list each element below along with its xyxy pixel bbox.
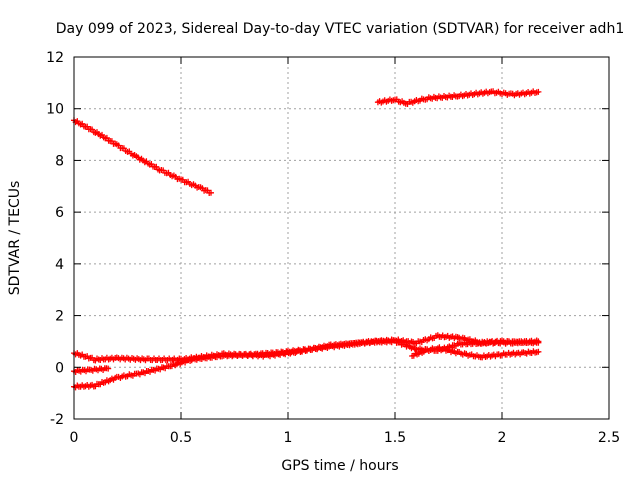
- series-satellite-track-c: [409, 344, 542, 361]
- tick-labels: 0 0.5 1 1.5 2 2.5 -2 0 2 4 6 8 10 12: [46, 50, 620, 446]
- x-tick-label: 1: [284, 430, 293, 446]
- x-tick-label: 0: [70, 430, 79, 446]
- x-tick-label: 0.5: [170, 430, 192, 446]
- y-tick-label: 8: [55, 153, 64, 169]
- series-satellite-track-b: [71, 337, 542, 391]
- y-tick-label: 6: [55, 205, 64, 221]
- plot-border: [73, 56, 610, 420]
- series-satellite-track-high: [374, 88, 542, 107]
- data-point-markers: [71, 365, 112, 375]
- y-axis-label: SDTVAR / TECUs: [7, 181, 23, 296]
- x-tick-label: 2: [498, 430, 507, 446]
- data-series: [71, 88, 542, 391]
- series-satellite-track-descending: [71, 117, 214, 196]
- data-point-markers: [374, 88, 542, 107]
- data-point-markers: [409, 344, 542, 361]
- grid-lines: [74, 57, 609, 419]
- data-point-markers: [71, 337, 542, 391]
- y-tick-label: 4: [55, 257, 64, 273]
- y-tick-label: 10: [46, 102, 64, 118]
- y-tick-label: 0: [55, 360, 64, 376]
- series-satellite-track-short: [71, 365, 112, 375]
- y-tick-label: -2: [50, 412, 64, 428]
- chart-title: Day 099 of 2023, Sidereal Day-to-day VTE…: [56, 21, 624, 37]
- plot-frame: [73, 56, 610, 420]
- y-tick-label: 12: [46, 50, 64, 66]
- x-tick-label: 1.5: [384, 430, 406, 446]
- x-tick-label: 2.5: [598, 430, 620, 446]
- y-tick-label: 2: [55, 309, 64, 325]
- data-point-markers: [71, 117, 214, 196]
- x-axis-label: GPS time / hours: [281, 458, 398, 474]
